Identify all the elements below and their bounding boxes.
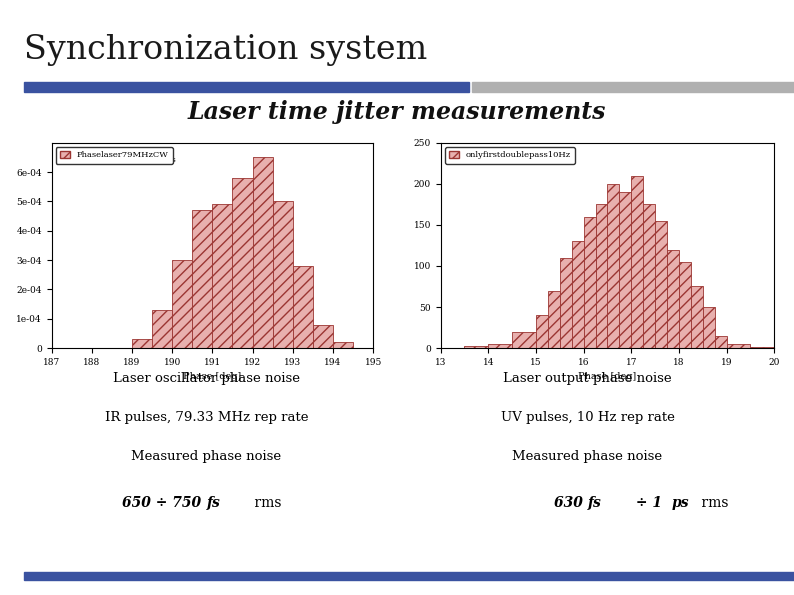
Text: 630: 630 xyxy=(553,496,588,511)
Bar xyxy=(313,325,333,348)
Bar xyxy=(212,205,233,348)
Bar xyxy=(536,315,548,348)
Legend: onlyfirstdoublepass10Hz: onlyfirstdoublepass10Hz xyxy=(445,147,575,164)
Text: Laser time jitter measurements: Laser time jitter measurements xyxy=(188,101,606,124)
Bar xyxy=(631,176,643,348)
Bar xyxy=(464,346,488,348)
Bar xyxy=(596,205,607,348)
Bar xyxy=(619,192,631,348)
Bar xyxy=(572,242,584,348)
Text: Measured phase noise: Measured phase noise xyxy=(131,450,282,464)
Text: ÷ 1: ÷ 1 xyxy=(631,496,667,511)
Bar xyxy=(548,290,560,348)
Bar xyxy=(655,221,667,348)
Text: stdev(rms) = 0.649 degrees: stdev(rms) = 0.649 degrees xyxy=(58,156,175,164)
Bar xyxy=(172,260,192,348)
Bar xyxy=(703,307,715,348)
Text: Laser output phase noise: Laser output phase noise xyxy=(503,372,672,385)
Bar xyxy=(24,82,469,92)
Text: ps: ps xyxy=(672,496,689,511)
Text: Measured phase noise: Measured phase noise xyxy=(512,450,663,464)
Text: IR pulses, 79.33 MHz rep rate: IR pulses, 79.33 MHz rep rate xyxy=(105,411,308,424)
Bar xyxy=(132,339,152,348)
Legend: Phaselaser79MHzCW: Phaselaser79MHzCW xyxy=(56,147,172,164)
Text: 650 ÷ 750: 650 ÷ 750 xyxy=(122,496,206,511)
Bar xyxy=(472,82,794,92)
Bar xyxy=(607,184,619,348)
Bar xyxy=(691,286,703,348)
Bar xyxy=(643,205,655,348)
Bar xyxy=(750,347,774,348)
Bar xyxy=(715,336,727,348)
Bar xyxy=(233,178,252,348)
Bar xyxy=(252,158,272,348)
Bar xyxy=(584,217,596,348)
Bar xyxy=(667,249,679,348)
Text: Laser oscillator phase noise: Laser oscillator phase noise xyxy=(113,372,300,385)
Bar xyxy=(293,266,313,348)
Text: fs: fs xyxy=(588,496,601,511)
Bar xyxy=(152,310,172,348)
Text: rms: rms xyxy=(250,496,282,511)
Bar xyxy=(679,262,691,348)
X-axis label: Phase [deg]: Phase [deg] xyxy=(183,372,241,381)
Bar xyxy=(333,342,353,348)
Text: stdev(rms) = 0.632 degrees: stdev(rms) = 0.632 degrees xyxy=(447,156,565,164)
Text: UV pulses, 10 Hz rep rate: UV pulses, 10 Hz rep rate xyxy=(501,411,674,424)
Bar xyxy=(488,344,512,348)
Bar xyxy=(272,202,293,348)
Text: Synchronization system: Synchronization system xyxy=(24,33,427,65)
Bar xyxy=(727,344,750,348)
Bar xyxy=(192,210,213,348)
X-axis label: Phase [deg]: Phase [deg] xyxy=(578,372,637,381)
Text: fs: fs xyxy=(206,496,220,511)
Bar xyxy=(560,258,572,348)
Text: rms: rms xyxy=(697,496,729,511)
Bar xyxy=(512,331,536,348)
